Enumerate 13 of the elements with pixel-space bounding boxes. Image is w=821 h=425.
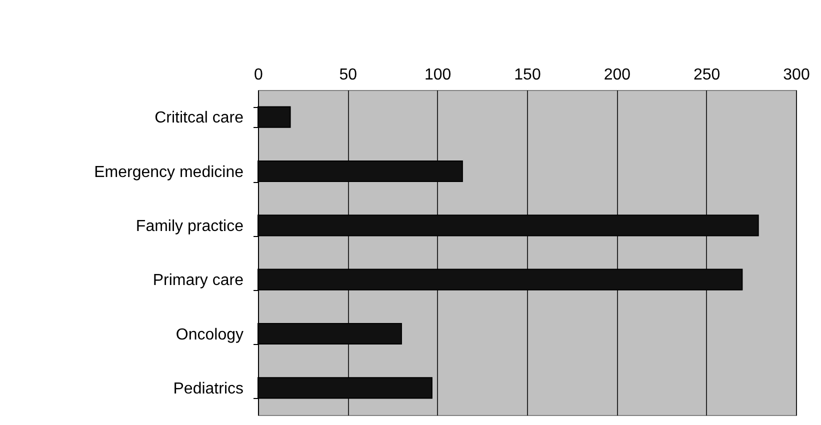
x-tick-label: 100 — [424, 66, 452, 84]
y-tick-label: Crititcal care — [154, 110, 244, 127]
y-tick-label: Primary care — [152, 272, 244, 290]
y-tick-label: Oncology — [176, 326, 244, 344]
y-tick-label: Pediatrics — [173, 380, 244, 398]
y-tick-label: Family practice — [136, 218, 244, 235]
x-tick-label: 250 — [693, 66, 720, 84]
x-tick-label: 200 — [604, 66, 631, 84]
x-tick-label: 300 — [783, 66, 810, 84]
x-tick-label: 0 — [254, 66, 264, 84]
y-tick-label: Emergency medicine — [94, 164, 244, 181]
x-tick-label: 150 — [514, 66, 541, 84]
x-tick-label: 50 — [339, 66, 358, 84]
